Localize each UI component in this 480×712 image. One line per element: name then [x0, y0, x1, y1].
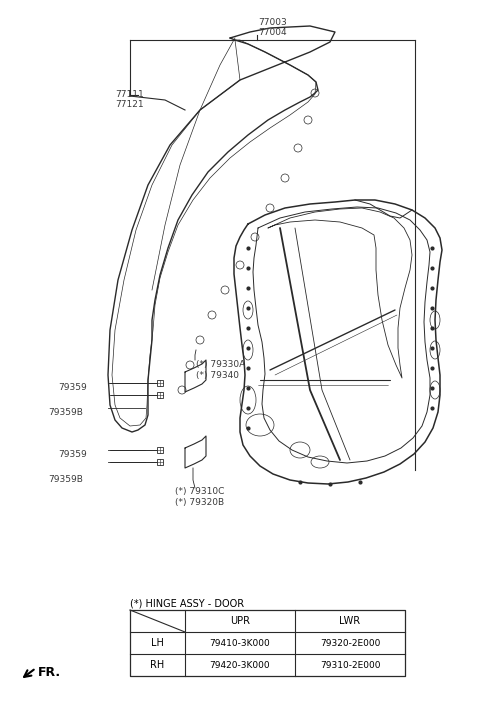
- Text: 79359B: 79359B: [48, 408, 83, 417]
- Text: UPR: UPR: [230, 616, 250, 626]
- Text: 77003: 77003: [258, 18, 287, 27]
- Text: RH: RH: [150, 660, 165, 670]
- Text: (*) 79340: (*) 79340: [196, 371, 239, 380]
- Text: 77121: 77121: [115, 100, 144, 109]
- Text: 79310-2E000: 79310-2E000: [320, 661, 380, 669]
- Text: 79320-2E000: 79320-2E000: [320, 639, 380, 647]
- Text: 79410-3K000: 79410-3K000: [210, 639, 270, 647]
- Text: 79359B: 79359B: [48, 475, 83, 484]
- Text: FR.: FR.: [38, 666, 61, 679]
- Text: (*) 79320B: (*) 79320B: [175, 498, 224, 507]
- Text: LH: LH: [151, 638, 164, 648]
- Text: LWR: LWR: [339, 616, 360, 626]
- Text: (*) 79310C: (*) 79310C: [175, 487, 224, 496]
- Text: 79359: 79359: [58, 450, 87, 459]
- Text: 77111: 77111: [115, 90, 144, 99]
- Text: 79359: 79359: [58, 383, 87, 392]
- Text: (*) 79330A: (*) 79330A: [196, 360, 245, 369]
- Text: 77004: 77004: [258, 28, 287, 37]
- Text: 79420-3K000: 79420-3K000: [210, 661, 270, 669]
- Text: (*) HINGE ASSY - DOOR: (*) HINGE ASSY - DOOR: [130, 598, 244, 608]
